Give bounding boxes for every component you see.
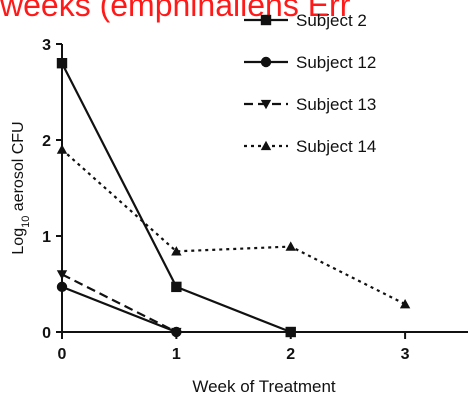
legend-marker — [260, 14, 272, 26]
x-tick-label: 3 — [401, 346, 410, 363]
legend-item: Subject 13 — [244, 95, 376, 114]
data-point — [285, 241, 296, 251]
data-point — [171, 327, 182, 338]
y-tick-label: 3 — [42, 37, 51, 54]
legend-item: Subject 14 — [244, 137, 376, 156]
series-line — [61, 285, 177, 334]
x-axis-label: Week of Treatment — [192, 377, 336, 396]
x-tick-label: 1 — [172, 346, 181, 363]
series-2 — [56, 281, 182, 338]
legend-label: Subject 13 — [296, 95, 376, 114]
y-axis-label-main: Log — [10, 228, 27, 255]
series-line — [61, 273, 177, 333]
legend-item: Subject 2 — [244, 11, 367, 30]
legend-label: Subject 14 — [296, 137, 376, 156]
legend-item: Subject 12 — [244, 53, 376, 72]
series-group — [56, 58, 411, 338]
series-1 — [56, 58, 296, 338]
series-line — [61, 148, 406, 306]
axes-group: 0 1 2 3 0 1 2 3 — [42, 37, 468, 363]
data-point — [171, 246, 182, 256]
legend-marker — [260, 56, 272, 68]
data-point — [56, 58, 68, 69]
series-4 — [56, 144, 411, 309]
y-axis-label: Log10 aerosol CFU — [10, 121, 32, 254]
y-axis-label-sub: 10 — [20, 216, 32, 228]
data-point — [171, 281, 182, 293]
y-tick-label: 1 — [42, 229, 51, 246]
legend-marker — [260, 99, 272, 110]
legend-marker — [260, 140, 272, 151]
y-tick-label: 0 — [42, 325, 51, 342]
data-point — [56, 281, 68, 293]
data-point — [399, 298, 411, 309]
data-point — [56, 270, 68, 280]
y-tick-label: 2 — [42, 133, 51, 150]
data-point — [285, 326, 296, 338]
legend: Subject 2 Subject 12 Subject 13 Subject 14 — [244, 11, 376, 156]
x-tick-label: 0 — [58, 346, 67, 363]
legend-label: Subject 12 — [296, 53, 376, 72]
data-point — [56, 144, 68, 154]
series-3 — [56, 270, 182, 338]
x-tick-label: 2 — [286, 346, 295, 363]
y-axis-label-rest: aerosol CFU — [10, 121, 27, 215]
legend-label: Subject 2 — [296, 11, 367, 30]
